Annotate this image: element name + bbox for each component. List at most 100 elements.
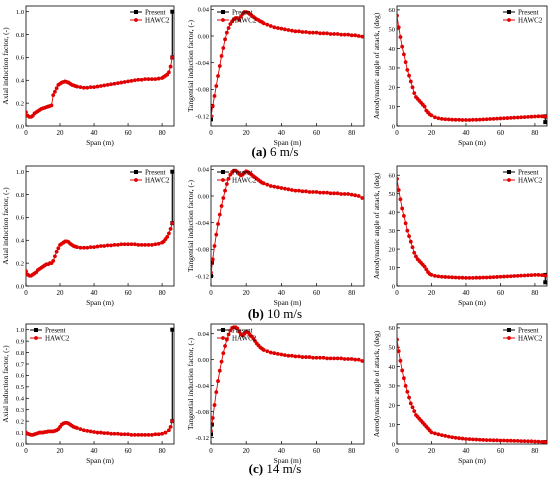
y-tick-label: 0.9 <box>16 338 24 345</box>
data-point <box>501 116 506 121</box>
data-point <box>349 192 354 197</box>
y-tick-label: 60 <box>389 173 396 180</box>
x-tick-label: 60 <box>313 129 321 137</box>
series-hawc2 <box>211 10 364 118</box>
series-hawc2 <box>26 419 174 437</box>
data-point <box>346 192 351 196</box>
data-point <box>397 13 399 18</box>
data-point <box>156 432 161 437</box>
data-point <box>219 204 224 208</box>
x-tick-label: 0 <box>209 447 213 455</box>
data-point <box>109 243 113 248</box>
data-point <box>139 77 144 82</box>
plot-area <box>211 325 364 437</box>
data-point <box>512 439 517 443</box>
data-point <box>289 188 294 192</box>
y-tick-label: 40 <box>389 364 396 371</box>
data-point <box>81 85 86 90</box>
series-hawc2 <box>211 325 364 433</box>
data-point <box>95 244 100 249</box>
data-point <box>477 437 482 442</box>
data-point <box>422 104 427 109</box>
data-point <box>98 244 103 248</box>
y-axis-label: Axial induction factor, (-) <box>1 187 10 265</box>
data-point <box>543 280 547 285</box>
data-point <box>498 274 503 279</box>
data-point <box>526 115 530 119</box>
legend-marker-hawc2 <box>507 18 511 22</box>
y-tick-label: 0.1 <box>16 430 24 437</box>
x-tick-label: 80 <box>531 447 539 455</box>
data-point <box>398 358 403 363</box>
data-point <box>457 436 461 441</box>
data-point <box>460 118 465 122</box>
y-tick-label: 50 <box>389 191 396 198</box>
legend-marker-present <box>221 10 225 14</box>
data-point <box>223 344 227 348</box>
data-point <box>470 275 475 280</box>
series-line <box>211 326 363 432</box>
data-point <box>414 254 418 259</box>
y-tick-label: 40 <box>389 46 396 53</box>
data-point <box>163 430 168 435</box>
data-point <box>403 221 408 226</box>
data-point <box>356 194 361 198</box>
data-point <box>300 355 305 359</box>
data-point <box>279 26 284 31</box>
y-tick-label: 50 <box>389 27 396 34</box>
data-point <box>400 44 405 49</box>
y-tick-label: -0.12 <box>195 273 209 280</box>
plot-frame <box>210 323 365 445</box>
data-point <box>105 243 110 248</box>
x-tick-label: 60 <box>497 129 505 137</box>
data-point <box>115 81 120 86</box>
plot-area <box>211 10 364 122</box>
data-point <box>519 439 524 443</box>
data-point <box>346 357 351 361</box>
y-tick-label: 30 <box>389 228 396 235</box>
data-point <box>339 356 344 361</box>
data-point <box>143 242 147 247</box>
data-point <box>297 188 301 193</box>
chart-panel-c2: 0 20 40 60 80 -0.12 -0.08 -0.04 0.00 0.04 Span (m)… <box>186 323 365 465</box>
data-point <box>170 419 174 424</box>
data-point <box>397 337 399 342</box>
data-point <box>412 250 417 255</box>
chart-panel-a2: 0 20 40 60 80 -0.12 -0.08 -0.04 0.00 0.04 Span (m)… <box>186 5 365 147</box>
series-hawc2 <box>397 337 547 444</box>
legend-marker-present <box>221 328 225 332</box>
data-point <box>119 80 124 85</box>
data-point <box>533 114 537 119</box>
data-point <box>56 246 61 251</box>
data-point <box>149 242 154 247</box>
data-point <box>268 184 273 188</box>
data-point <box>543 120 547 125</box>
data-point <box>146 242 151 247</box>
data-point <box>132 78 137 83</box>
data-point <box>398 197 403 202</box>
y-tick-label: 1.0 <box>16 169 24 176</box>
y-tick-label: 0 <box>392 283 395 290</box>
data-point <box>170 9 174 14</box>
chart-panel-b3: 0 20 40 60 80 0 10 20 30 40 50 60 Span (m) Aerodynami… <box>372 165 548 307</box>
data-point <box>332 356 337 361</box>
data-point <box>353 357 358 362</box>
y-axis-label: Tangential induction factor, (-) <box>186 179 195 272</box>
data-point <box>26 110 28 115</box>
x-tick-label: 20 <box>243 289 251 297</box>
plot-frame <box>396 5 548 127</box>
data-point <box>211 416 215 420</box>
data-point <box>464 275 468 280</box>
x-tick-label: 0 <box>24 447 28 455</box>
y-tick-label: 0 <box>392 123 395 130</box>
data-point <box>477 275 482 280</box>
data-point <box>443 117 448 122</box>
plot-area <box>26 169 174 278</box>
chart-panel-a1: 0 20 40 60 80 0.0 0.2 0.4 0.6 0.8 1.0 Span (m) Axial… <box>1 5 175 147</box>
series-hawc2 <box>397 177 547 280</box>
data-point <box>170 169 174 174</box>
plot-frame <box>25 165 175 287</box>
